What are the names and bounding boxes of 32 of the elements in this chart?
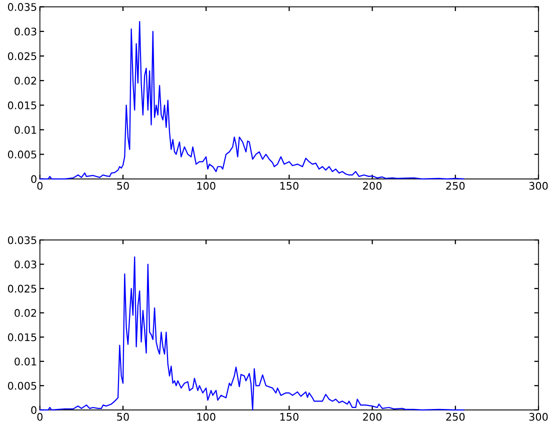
y-tick-label: 0 xyxy=(31,406,36,414)
y-tick-label: 0.03 xyxy=(14,28,36,36)
y-tick-label: 0 xyxy=(31,175,36,184)
y-tick-label: 0.025 xyxy=(8,52,36,60)
x-tick-label: 200 xyxy=(363,412,382,421)
x-tick-label: 100 xyxy=(197,182,216,190)
y-tick-label: 0.035 xyxy=(8,236,36,244)
x-tick-label: 50 xyxy=(117,412,129,421)
y-tick-label: 0.005 xyxy=(8,382,36,390)
x-tick-label: 50 xyxy=(117,182,129,190)
y-tick-label: 0.02 xyxy=(14,76,36,85)
x-tick-label: 0 xyxy=(37,182,43,190)
y-tick-label: 0.025 xyxy=(8,284,36,293)
y-tick-label: 0.02 xyxy=(14,309,36,317)
x-tick-label: 250 xyxy=(446,412,465,421)
x-tick-label: 0 xyxy=(37,412,43,421)
x-tick-label: 150 xyxy=(280,182,298,190)
y-tick-label: 0.035 xyxy=(8,3,36,11)
y-tick-label: 0.03 xyxy=(14,260,36,268)
y-tick-label: 0.01 xyxy=(14,126,36,134)
x-tick-label: 300 xyxy=(529,412,548,421)
y-tick-label: 0.005 xyxy=(8,150,36,158)
x-tick-label: 100 xyxy=(197,412,216,421)
x-tick-label: 200 xyxy=(363,182,382,190)
x-tick-label: 150 xyxy=(280,412,298,421)
y-tick-label: 0.01 xyxy=(14,358,36,366)
line-series xyxy=(39,256,464,410)
x-tick-label: 300 xyxy=(529,182,548,190)
y-tick-label: 0.015 xyxy=(8,101,36,110)
y-tick-label: 0.015 xyxy=(8,333,36,342)
x-tick-label: 250 xyxy=(446,182,465,190)
line-series xyxy=(39,21,464,180)
